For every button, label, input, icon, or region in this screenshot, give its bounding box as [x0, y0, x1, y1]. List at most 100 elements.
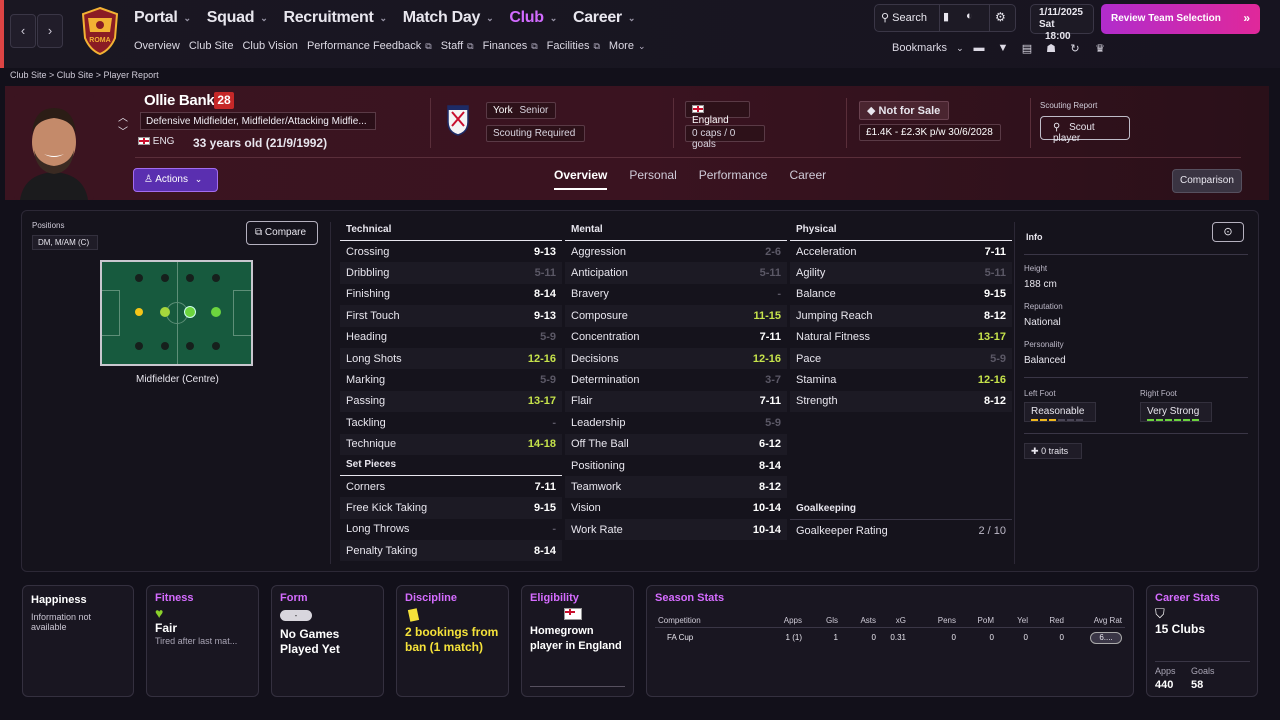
tab-performance[interactable]: Performance — [698, 168, 768, 182]
attribute-row[interactable]: Aggression 2-6 — [565, 241, 787, 262]
attribute-row[interactable]: Long Shots 12-16 — [340, 347, 562, 370]
attribute-row[interactable]: Jumping Reach 8-12 — [790, 305, 1012, 327]
attribute-value: 2 / 10 — [978, 524, 1006, 537]
attribute-value: 8-12 — [983, 395, 1006, 408]
bookmarks-dropdown[interactable]: Bookmarks ⌄ — [892, 42, 964, 54]
happiness-card[interactable]: Happiness Information not available — [22, 585, 134, 697]
attribute-row[interactable]: Passing 13-17 — [340, 390, 562, 413]
search-button[interactable]: ⚲ Search — [881, 12, 927, 24]
subnav-club-site[interactable]: Club Site — [188, 40, 234, 52]
attribute-row[interactable]: Leadership 5-9 — [565, 412, 787, 433]
attribute-row[interactable]: Agility 5-11 — [790, 262, 1012, 284]
fitness-card[interactable]: Fitness ♥ Fair Tired after last mat... — [146, 585, 259, 697]
form-card[interactable]: Form - No Games Played Yet — [271, 585, 384, 697]
tab-personal[interactable]: Personal — [629, 168, 677, 182]
season-stats-card[interactable]: Season Stats Competition Apps Gls Asts x… — [646, 585, 1134, 697]
next-player-arrow-icon[interactable]: ﹀ — [118, 127, 128, 138]
attribute-row[interactable]: Balance 9-15 — [790, 284, 1012, 305]
subnav-finances[interactable]: Finances ⧉ — [482, 40, 538, 52]
nav-match-day[interactable]: Match Day ⌄ — [402, 9, 494, 26]
info-settings-button[interactable]: ⊙ — [1212, 222, 1244, 242]
transfer-status-badge[interactable]: ◆ Not for Sale — [859, 101, 949, 120]
gear-icon[interactable]: ⚙ — [995, 10, 1006, 24]
nation-pill[interactable]: England — [685, 101, 750, 126]
globe-icon[interactable]: ◐ — [966, 10, 973, 22]
attribute-row[interactable]: Positioning 8-14 — [565, 455, 787, 476]
nav-squad[interactable]: Squad ⌄ — [206, 9, 268, 26]
attribute-row[interactable]: Off The Ball 6-12 — [565, 433, 787, 455]
actions-button[interactable]: ♙ Actions ⌄ — [133, 168, 218, 192]
bookmark-icon[interactable]: ▮ — [943, 11, 950, 23]
attribute-row[interactable]: Stamina 12-16 — [790, 369, 1012, 390]
attribute-row[interactable]: Composure 11-15 — [565, 305, 787, 327]
chat-icon[interactable]: ▬ — [973, 42, 985, 54]
shirt-icon[interactable]: ▼ — [997, 42, 1009, 54]
attribute-row[interactable]: Heading 5-9 — [340, 327, 562, 348]
subnav-facilities[interactable]: Facilities ⧉ — [546, 40, 600, 52]
date-display[interactable]: 1/11/2025 Sat 18:00 — [1030, 4, 1094, 42]
attribute-row[interactable]: Acceleration 7-11 — [790, 241, 1012, 262]
attribute-row[interactable]: Dribbling 5-11 — [340, 262, 562, 284]
attribute-row[interactable]: Decisions 12-16 — [565, 347, 787, 370]
attribute-row[interactable]: Corners 7-11 — [340, 476, 562, 497]
attribute-row[interactable]: Free Kick Taking 9-15 — [340, 497, 562, 519]
refresh-icon[interactable]: ↻ — [1070, 43, 1080, 55]
attribute-row[interactable]: Vision 10-14 — [565, 498, 787, 519]
attribute-row[interactable]: Penalty Taking 8-14 — [340, 540, 562, 562]
attribute-row[interactable]: Flair 7-11 — [565, 390, 787, 413]
club-name-pill[interactable]: York Senior — [486, 102, 556, 119]
attribute-row[interactable]: Tackling - — [340, 412, 562, 433]
attribute-row[interactable]: Concentration 7-11 — [565, 327, 787, 348]
mental-heading: Mental — [565, 222, 787, 241]
subnav-more[interactable]: More ⌄ — [608, 40, 646, 52]
subnav-club-vision[interactable]: Club Vision — [242, 40, 298, 52]
attribute-row[interactable]: Crossing 9-13 — [340, 241, 562, 262]
york-club-crest[interactable] — [446, 104, 470, 136]
nav-career[interactable]: Career ⌄ — [572, 9, 636, 26]
trophy-icon[interactable]: ♛ — [1095, 43, 1105, 55]
club-crest-logo[interactable]: ROMA — [80, 6, 120, 56]
scout-player-button[interactable]: ⚲ Scout player — [1040, 116, 1130, 144]
position-pitch[interactable] — [100, 260, 253, 366]
forward-button[interactable]: › — [37, 14, 63, 48]
attribute-row[interactable]: Goalkeeper Rating 2 / 10 — [790, 520, 1012, 541]
nav-portal[interactable]: Portal ⌄ — [134, 9, 191, 26]
attribute-row[interactable]: Determination 3-7 — [565, 369, 787, 390]
table-row[interactable]: FA Cup 1 (1) 1 0 0.31 0 0 0 0 6.... — [655, 628, 1125, 648]
subnav-staff[interactable]: Staff ⧉ — [440, 40, 474, 52]
comparison-button[interactable]: Comparison — [1172, 169, 1242, 193]
notes-icon[interactable]: ▤ — [1021, 43, 1033, 55]
attribute-row[interactable]: Technique 14-18 — [340, 433, 562, 455]
attribute-value: 10-14 — [752, 502, 781, 515]
people-icon[interactable]: ☗ — [1046, 43, 1056, 55]
nav-recruitment[interactable]: Recruitment ⌄ — [283, 9, 387, 26]
traits-badge[interactable]: ✚ 0 traits — [1024, 443, 1082, 459]
attribute-row[interactable]: Teamwork 8-12 — [565, 476, 787, 498]
back-button[interactable]: ‹ — [10, 14, 36, 48]
attribute-row[interactable]: First Touch 9-13 — [340, 305, 562, 327]
tab-overview[interactable]: Overview — [554, 168, 608, 190]
attribute-row[interactable]: Anticipation 5-11 — [565, 262, 787, 284]
breadcrumb[interactable]: Club Site > Club Site > Player Report — [10, 70, 159, 80]
compare-button[interactable]: ⧉ Compare — [246, 221, 318, 245]
attribute-row[interactable]: Bravery - — [565, 284, 787, 305]
attribute-row[interactable]: Strength 8-12 — [790, 390, 1012, 413]
attribute-row[interactable]: Work Rate 10-14 — [565, 519, 787, 541]
attribute-row[interactable]: Pace 5-9 — [790, 347, 1012, 370]
tab-career[interactable]: Career — [789, 168, 827, 182]
subnav-performance-feedback[interactable]: Performance Feedback ⧉ — [306, 40, 432, 52]
player-name[interactable]: Ollie Banks — [144, 92, 223, 109]
attribute-row[interactable]: Finishing 8-14 — [340, 284, 562, 305]
subnav-overview[interactable]: Overview — [134, 40, 180, 52]
attribute-row[interactable]: Natural Fitness 13-17 — [790, 327, 1012, 348]
previous-player-arrow-icon[interactable]: ︿ — [118, 113, 128, 124]
attribute-value: 8-12 — [983, 309, 1006, 322]
career-stats-card[interactable]: Career Stats ⛉ 15 Clubs Apps Goals 440 5… — [1146, 585, 1258, 697]
attribute-row[interactable]: Long Throws - — [340, 519, 562, 540]
nav-club[interactable]: Club ⌄ — [509, 9, 557, 26]
discipline-card[interactable]: Discipline 2 bookings from ban (1 match) — [396, 585, 509, 697]
attribute-row[interactable]: Marking 5-9 — [340, 369, 562, 390]
eligibility-card[interactable]: Eligibility Homegrown player in England — [521, 585, 634, 697]
external-link-icon: ⧉ — [593, 40, 600, 51]
review-team-selection-button[interactable]: Review Team Selection» — [1101, 4, 1260, 34]
